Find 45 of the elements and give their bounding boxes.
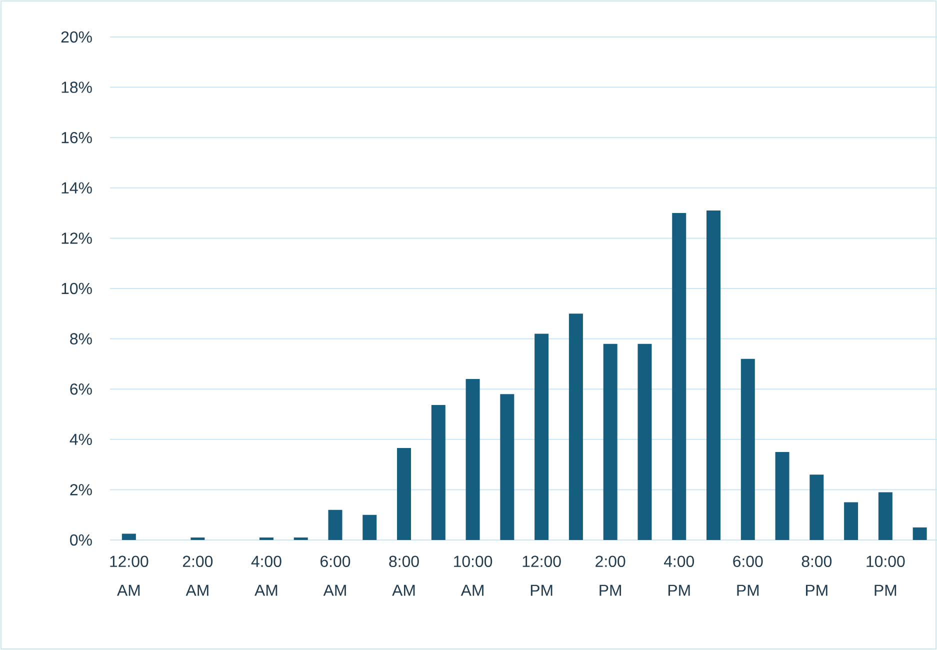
- bar: [362, 514, 377, 540]
- bar: [775, 452, 790, 540]
- x-tick-label: 2:00 AM: [182, 556, 213, 596]
- bar: [810, 474, 824, 540]
- y-tick-label: 8%: [70, 333, 92, 344]
- bar: [672, 213, 686, 540]
- bar: [844, 502, 858, 540]
- bar: [500, 394, 514, 540]
- bar: [534, 334, 549, 540]
- bar: [397, 448, 412, 540]
- y-tick-label: 16%: [62, 132, 92, 144]
- y-tick-label: 14%: [62, 182, 92, 194]
- y-tick-label: 6%: [70, 383, 92, 395]
- x-tick-label: 4:00 AM: [251, 556, 282, 596]
- bar: [328, 510, 342, 540]
- bar: [568, 314, 583, 540]
- y-tick-label: 18%: [62, 82, 92, 93]
- y-tick-label: 20%: [61, 31, 92, 43]
- bar: [878, 492, 892, 540]
- bar: [912, 527, 927, 540]
- y-tick-label: 10%: [62, 282, 92, 294]
- bar: [706, 210, 720, 540]
- bar: [122, 534, 136, 540]
- bar: [740, 358, 755, 540]
- x-tick-label: 8:00 AM: [389, 556, 419, 596]
- bar: [638, 344, 652, 540]
- x-tick-label: 12:00 PM: [522, 556, 561, 596]
- bar: [259, 537, 274, 540]
- bar: [294, 537, 308, 540]
- x-tick-label: 6:00 AM: [320, 556, 350, 596]
- y-tick-label: 0%: [70, 534, 92, 546]
- x-tick-label: 12:00 AM: [110, 556, 148, 596]
- x-tick-label: 10:00 AM: [454, 556, 492, 596]
- x-tick-label: 4:00 PM: [664, 556, 694, 596]
- bar: [431, 404, 446, 540]
- bar: [466, 379, 480, 540]
- x-tick-label: 10:00 PM: [866, 556, 905, 596]
- x-tick-label: 8:00 PM: [802, 556, 832, 596]
- bar: [603, 344, 618, 540]
- y-tick-label: 2%: [70, 484, 92, 496]
- bar: [190, 537, 205, 540]
- x-tick-label: 2:00 PM: [596, 556, 626, 596]
- x-tick-label: 6:00 PM: [733, 556, 763, 596]
- y-tick-label: 4%: [70, 434, 92, 445]
- y-tick-label: 12%: [62, 232, 92, 244]
